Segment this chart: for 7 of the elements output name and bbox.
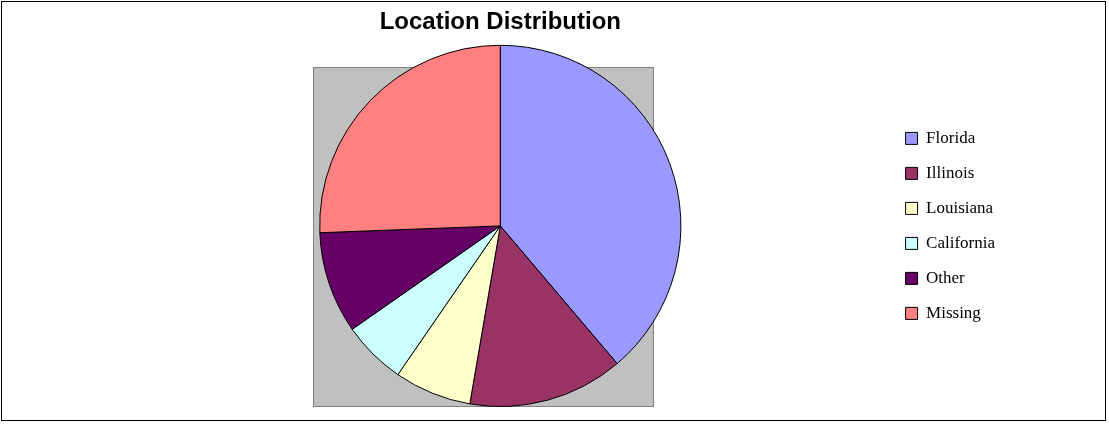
- legend-label: California: [926, 232, 996, 252]
- legend-label: Illinois: [926, 162, 975, 182]
- legend-label: Florida: [926, 127, 976, 147]
- chart-title: Location Distribution: [379, 7, 621, 35]
- legend-label: Missing: [926, 302, 982, 322]
- legend-label: Louisiana: [926, 197, 994, 217]
- legend-label: Other: [926, 267, 966, 287]
